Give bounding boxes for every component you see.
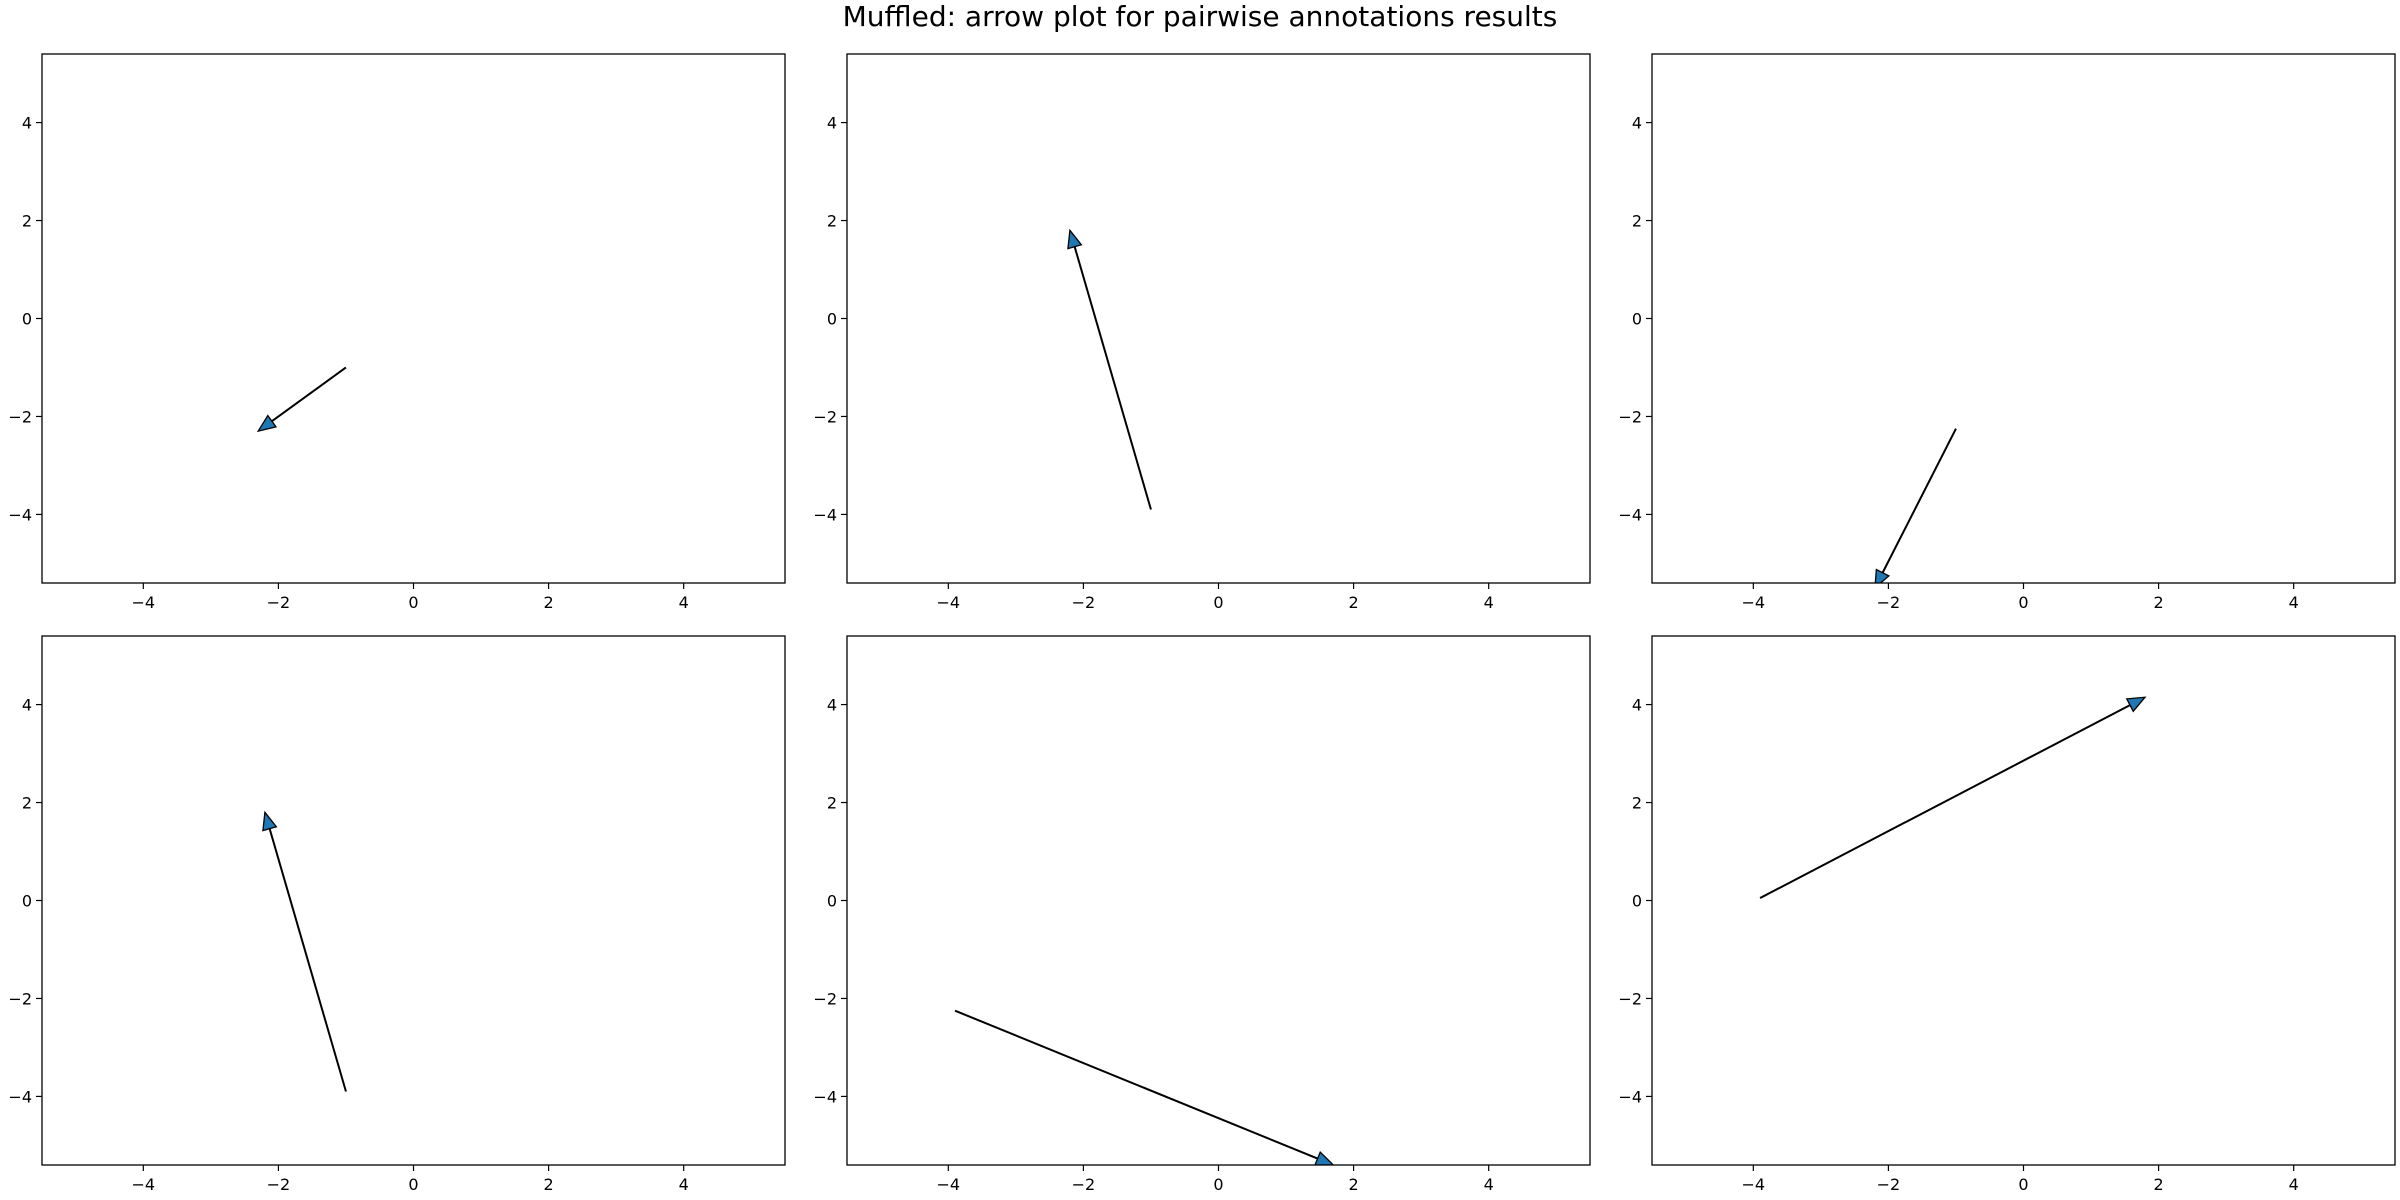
arrow-shaft: [1881, 428, 1957, 574]
y-tick-label: 4: [22, 114, 32, 133]
y-tick-label: −2: [8, 989, 32, 1008]
arrow-shaft: [268, 828, 347, 1092]
x-tick-label: −4: [132, 1175, 156, 1194]
y-tick-label: 4: [1632, 696, 1642, 715]
y-tick-label: 2: [827, 794, 837, 813]
y-tick-label: 4: [827, 696, 837, 715]
y-tick-label: −4: [8, 1087, 32, 1106]
x-tick-label: 4: [2289, 593, 2299, 612]
y-tick-label: −2: [1618, 989, 1642, 1008]
x-tick-label: −2: [267, 1175, 291, 1194]
axes-frame: [1651, 53, 2396, 584]
y-tick-label: 4: [22, 696, 32, 715]
y-tick-label: 2: [1632, 794, 1642, 813]
arrow-5: [954, 1009, 1335, 1165]
y-tick-label: −2: [1618, 407, 1642, 426]
arrow-shaft: [1759, 704, 2131, 899]
x-tick-label: −2: [1072, 1175, 1096, 1194]
y-tick-label: −4: [813, 1087, 837, 1106]
arrow-head: [1314, 1150, 1335, 1165]
x-tick-label: −4: [132, 593, 156, 612]
x-tick-label: 0: [2018, 1175, 2028, 1194]
arrow-6: [1759, 696, 2147, 899]
x-tick-label: 0: [1213, 593, 1223, 612]
x-tick-label: 0: [408, 1175, 418, 1194]
y-tick-label: 0: [827, 892, 837, 911]
y-tick-label: 0: [1632, 310, 1642, 329]
y-tick-label: −2: [813, 407, 837, 426]
x-tick-label: 0: [2018, 593, 2028, 612]
arrow-head: [2125, 696, 2147, 713]
arrow-1: [256, 366, 347, 433]
arrow-head: [1067, 228, 1083, 250]
x-tick-label: −2: [267, 593, 291, 612]
x-tick-label: −4: [1742, 593, 1766, 612]
y-tick-label: 0: [1632, 892, 1642, 911]
x-tick-label: −4: [937, 1175, 961, 1194]
x-tick-label: 4: [1484, 1175, 1494, 1194]
x-tick-label: 2: [2153, 1175, 2163, 1194]
y-tick-label: −4: [8, 505, 32, 524]
x-tick-label: 2: [543, 593, 553, 612]
y-tick-label: −2: [813, 989, 837, 1008]
arrow-2: [1067, 228, 1152, 510]
subplot-4: −4 −2 0 2 4 −4 −2 0 2 4: [8, 635, 786, 1194]
axes-frame: [41, 53, 786, 584]
axes-frame: [846, 635, 1591, 1166]
x-tick-label: 4: [1484, 593, 1494, 612]
y-tick-label: 2: [22, 794, 32, 813]
axes-frame: [846, 53, 1591, 584]
subplot-2: −4 −2 0 2 4 −4 −2 0 2 4: [813, 53, 1591, 612]
subplot-3: −4 −2 0 2 4 −4 −2 0 2 4: [1618, 53, 2396, 612]
x-tick-label: 2: [1348, 593, 1358, 612]
arrow-head: [256, 414, 278, 433]
x-tick-label: 2: [543, 1175, 553, 1194]
arrow-4: [262, 810, 347, 1092]
y-tick-label: −4: [813, 505, 837, 524]
arrow-shaft: [954, 1009, 1318, 1160]
arrow-head: [1874, 568, 1891, 583]
x-tick-label: 4: [679, 1175, 689, 1194]
x-tick-label: 0: [408, 593, 418, 612]
axes-frame: [1651, 635, 2396, 1166]
subplot-5: −4 −2 0 2 4 −4 −2 0 2 4: [813, 635, 1591, 1194]
y-tick-label: −4: [1618, 1087, 1642, 1106]
y-tick-label: 2: [1632, 212, 1642, 231]
arrow-shaft: [1073, 246, 1152, 510]
x-tick-label: 2: [1348, 1175, 1358, 1194]
x-tick-label: −4: [1742, 1175, 1766, 1194]
x-tick-label: 4: [679, 593, 689, 612]
y-tick-label: 0: [22, 892, 32, 911]
x-tick-label: −2: [1877, 1175, 1901, 1194]
y-tick-label: 4: [827, 114, 837, 133]
y-tick-label: −2: [8, 407, 32, 426]
y-tick-label: −4: [1618, 505, 1642, 524]
x-tick-label: −4: [937, 593, 961, 612]
y-tick-label: 2: [827, 212, 837, 231]
subplot-1: −4 −2 0 2 4 −4 −2 0 2 4: [8, 53, 786, 612]
arrow-3: [1874, 428, 1957, 583]
x-tick-label: 0: [1213, 1175, 1223, 1194]
subplot-6: −4 −2 0 2 4 −4 −2 0 2 4: [1618, 635, 2396, 1194]
x-tick-label: 2: [2153, 593, 2163, 612]
x-tick-label: −2: [1877, 593, 1901, 612]
x-tick-label: −2: [1072, 593, 1096, 612]
y-tick-label: 0: [827, 310, 837, 329]
y-tick-label: 2: [22, 212, 32, 231]
axes-frame: [41, 635, 786, 1166]
y-tick-label: 4: [1632, 114, 1642, 133]
arrow-head: [262, 810, 278, 832]
figure-title: Muffled: arrow plot for pairwise annotat…: [842, 0, 1558, 33]
x-tick-label: 4: [2289, 1175, 2299, 1194]
arrow-shaft: [271, 366, 347, 422]
y-tick-label: 0: [22, 310, 32, 329]
